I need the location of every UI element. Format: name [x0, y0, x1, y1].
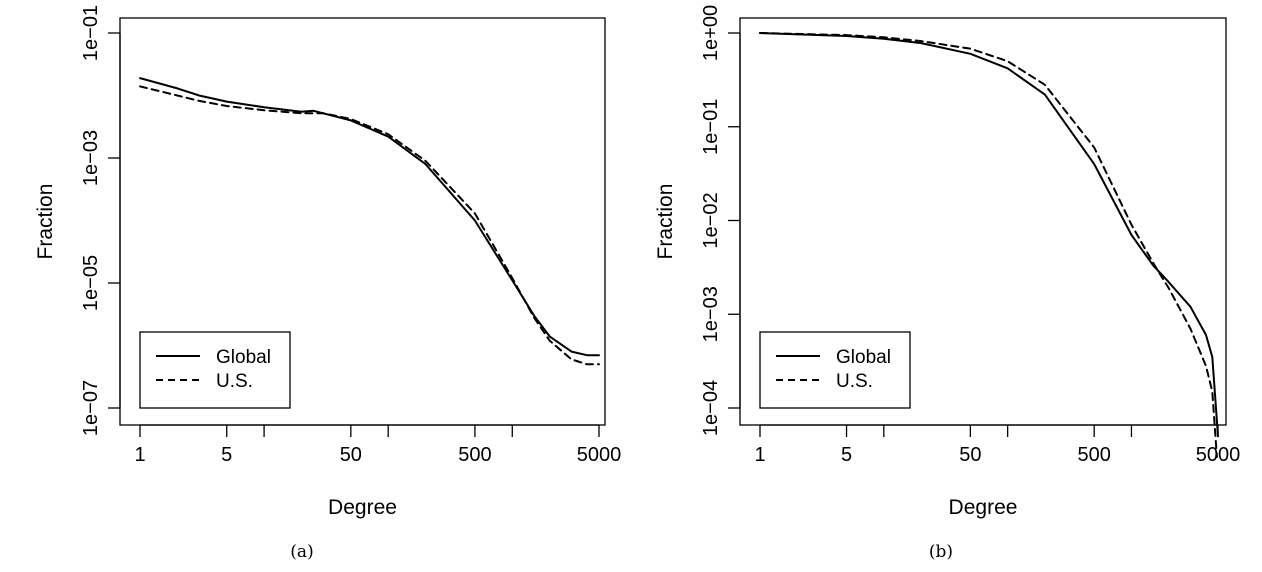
- legend-label: Global: [216, 347, 271, 368]
- legend-label: Global: [836, 347, 891, 368]
- chart-panel-2: 1 5 50 500 5000 1e−04 1e−03 1e−02 1e−01 1e+00 Degr…: [654, 5, 1240, 562]
- x-tick-label: 50: [340, 444, 362, 466]
- y-tick-label: 1e−07: [80, 380, 102, 436]
- x-axis-title: Degree: [328, 496, 397, 519]
- x-tick-label: 5000: [1196, 444, 1241, 466]
- y-tick-label: 1e−05: [80, 255, 102, 311]
- x-axis-title: Degree: [949, 496, 1018, 519]
- y-tick-label: 1e−02: [700, 192, 722, 248]
- legend: Global U.S.: [759, 331, 911, 409]
- y-tick-label: 1e−01: [700, 99, 722, 155]
- legend-label: U.S.: [836, 371, 873, 392]
- panel-caption: (a): [290, 542, 313, 562]
- series-line-us: [139, 85, 600, 366]
- x-tick-label: 50: [959, 444, 981, 466]
- series-line-global: [759, 32, 1219, 438]
- y-tick-label: 1e−01: [80, 5, 102, 61]
- y-tick-label: 1e+00: [700, 5, 722, 61]
- x-tick-label: 5: [221, 444, 232, 466]
- x-tick-label: 5: [841, 444, 852, 466]
- y-axis-title: Fraction: [654, 184, 677, 260]
- y-tick-label: 1e−04: [700, 380, 722, 436]
- x-tick-label: 1: [134, 444, 145, 466]
- chart-panel-1: 1 5 50 500 5000 1e−07 1e−05 1e−03 1e−01 Degree Fra…: [34, 5, 621, 562]
- legend-label: U.S.: [216, 371, 253, 392]
- legend-box: [139, 331, 291, 409]
- series-line-us: [759, 32, 1218, 458]
- x-tick-label: 500: [1077, 444, 1110, 466]
- y-tick-label: 1e−03: [700, 286, 722, 342]
- x-tick-label: 1: [754, 444, 765, 466]
- legend-box: [759, 331, 911, 409]
- legend: Global U.S.: [139, 331, 291, 409]
- x-tick-label: 500: [458, 444, 491, 466]
- y-tick-label: 1e−03: [80, 130, 102, 186]
- y-axis-title: Fraction: [34, 184, 57, 260]
- x-tick-label: 5000: [577, 444, 622, 466]
- series-line-global: [139, 77, 600, 357]
- panel-caption: (b): [929, 542, 953, 562]
